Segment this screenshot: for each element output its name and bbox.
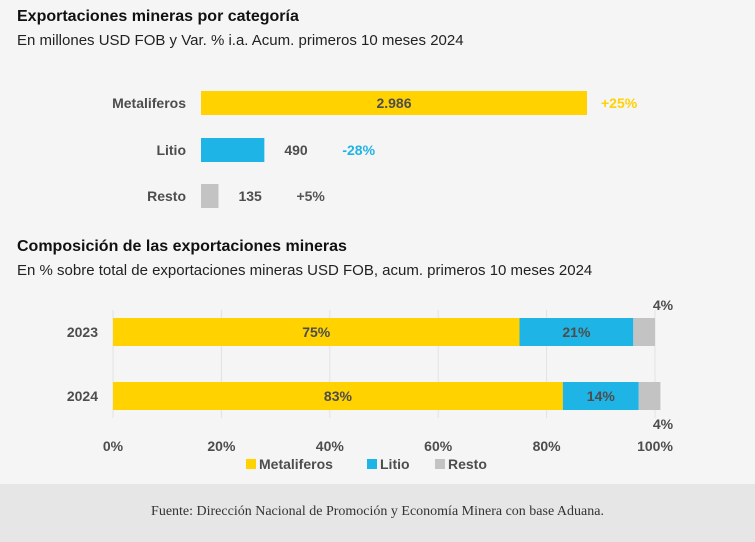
bar-resto — [201, 184, 219, 208]
bar-segment-litio-2023 — [519, 318, 634, 346]
variation-label-metaliferos: +25% — [601, 95, 638, 111]
x-tick-label: 60% — [424, 438, 453, 454]
value-label-resto: 135 — [238, 188, 262, 204]
legend-swatch-litio — [367, 459, 377, 469]
chart2-subtitle: En % sobre total de exportaciones minera… — [17, 262, 593, 279]
category-label-metaliferos: Metaliferos — [112, 95, 186, 111]
segment-label-litio-2023: 21% — [562, 324, 591, 340]
category-label-litio: Litio — [156, 142, 186, 158]
variation-label-resto: +5% — [296, 188, 325, 204]
legend-label-resto: Resto — [448, 456, 487, 472]
segment-label-metaliferos-2024: 83% — [324, 388, 353, 404]
source-note: Fuente: Dirección Nacional de Promoción … — [151, 504, 604, 519]
segment-label-litio-2024: 14% — [587, 388, 616, 404]
chart2-title: Composición de las exportaciones mineras — [17, 238, 347, 255]
bar-segment-metaliferos-2024 — [113, 382, 563, 410]
footer: Fuente: Dirección Nacional de Promoción … — [0, 484, 755, 542]
segment-label-resto-2024: 4% — [653, 416, 674, 432]
category-label-2024: 2024 — [67, 388, 98, 404]
x-tick-label: 0% — [103, 438, 124, 454]
bar-segment-resto-2024 — [638, 382, 661, 410]
chart1-subtitle: En millones USD FOB y Var. % i.a. Acum. … — [17, 32, 464, 49]
x-tick-label: 40% — [316, 438, 345, 454]
legend-swatch-resto — [435, 459, 445, 469]
x-tick-label: 100% — [637, 438, 673, 454]
category-label-resto: Resto — [147, 188, 186, 204]
bar-metaliferos — [201, 91, 587, 115]
category-label-2023: 2023 — [67, 324, 98, 340]
bar-segment-litio-2024 — [562, 382, 639, 410]
chart2-stacked-bar-chart: 0% 20% 40% 60% 80% 100% 2023 75% 21% 4% 2024 83% 14%… — [67, 297, 674, 472]
chart1-title: Exportaciones mineras por categoría — [17, 8, 299, 25]
variation-label-litio: -28% — [342, 142, 375, 158]
bar-segment-resto-2023 — [633, 318, 655, 346]
x-tick-label: 20% — [207, 438, 236, 454]
bar-litio — [201, 138, 265, 162]
value-label-litio: 490 — [284, 142, 308, 158]
legend-label-litio: Litio — [380, 456, 410, 472]
legend-swatch-metaliferos — [246, 459, 256, 469]
value-label-metaliferos: 2.986 — [376, 95, 411, 111]
bar-segment-metaliferos-2023 — [113, 318, 520, 346]
segment-label-metaliferos-2023: 75% — [302, 324, 331, 340]
x-tick-label: 80% — [533, 438, 562, 454]
legend-label-metaliferos: Metaliferos — [259, 456, 333, 472]
chart1-bar-chart: Metaliferos 2.986 +25% Litio 490 -28% Resto 135… — [112, 91, 638, 208]
segment-label-resto-2023: 4% — [653, 297, 674, 313]
